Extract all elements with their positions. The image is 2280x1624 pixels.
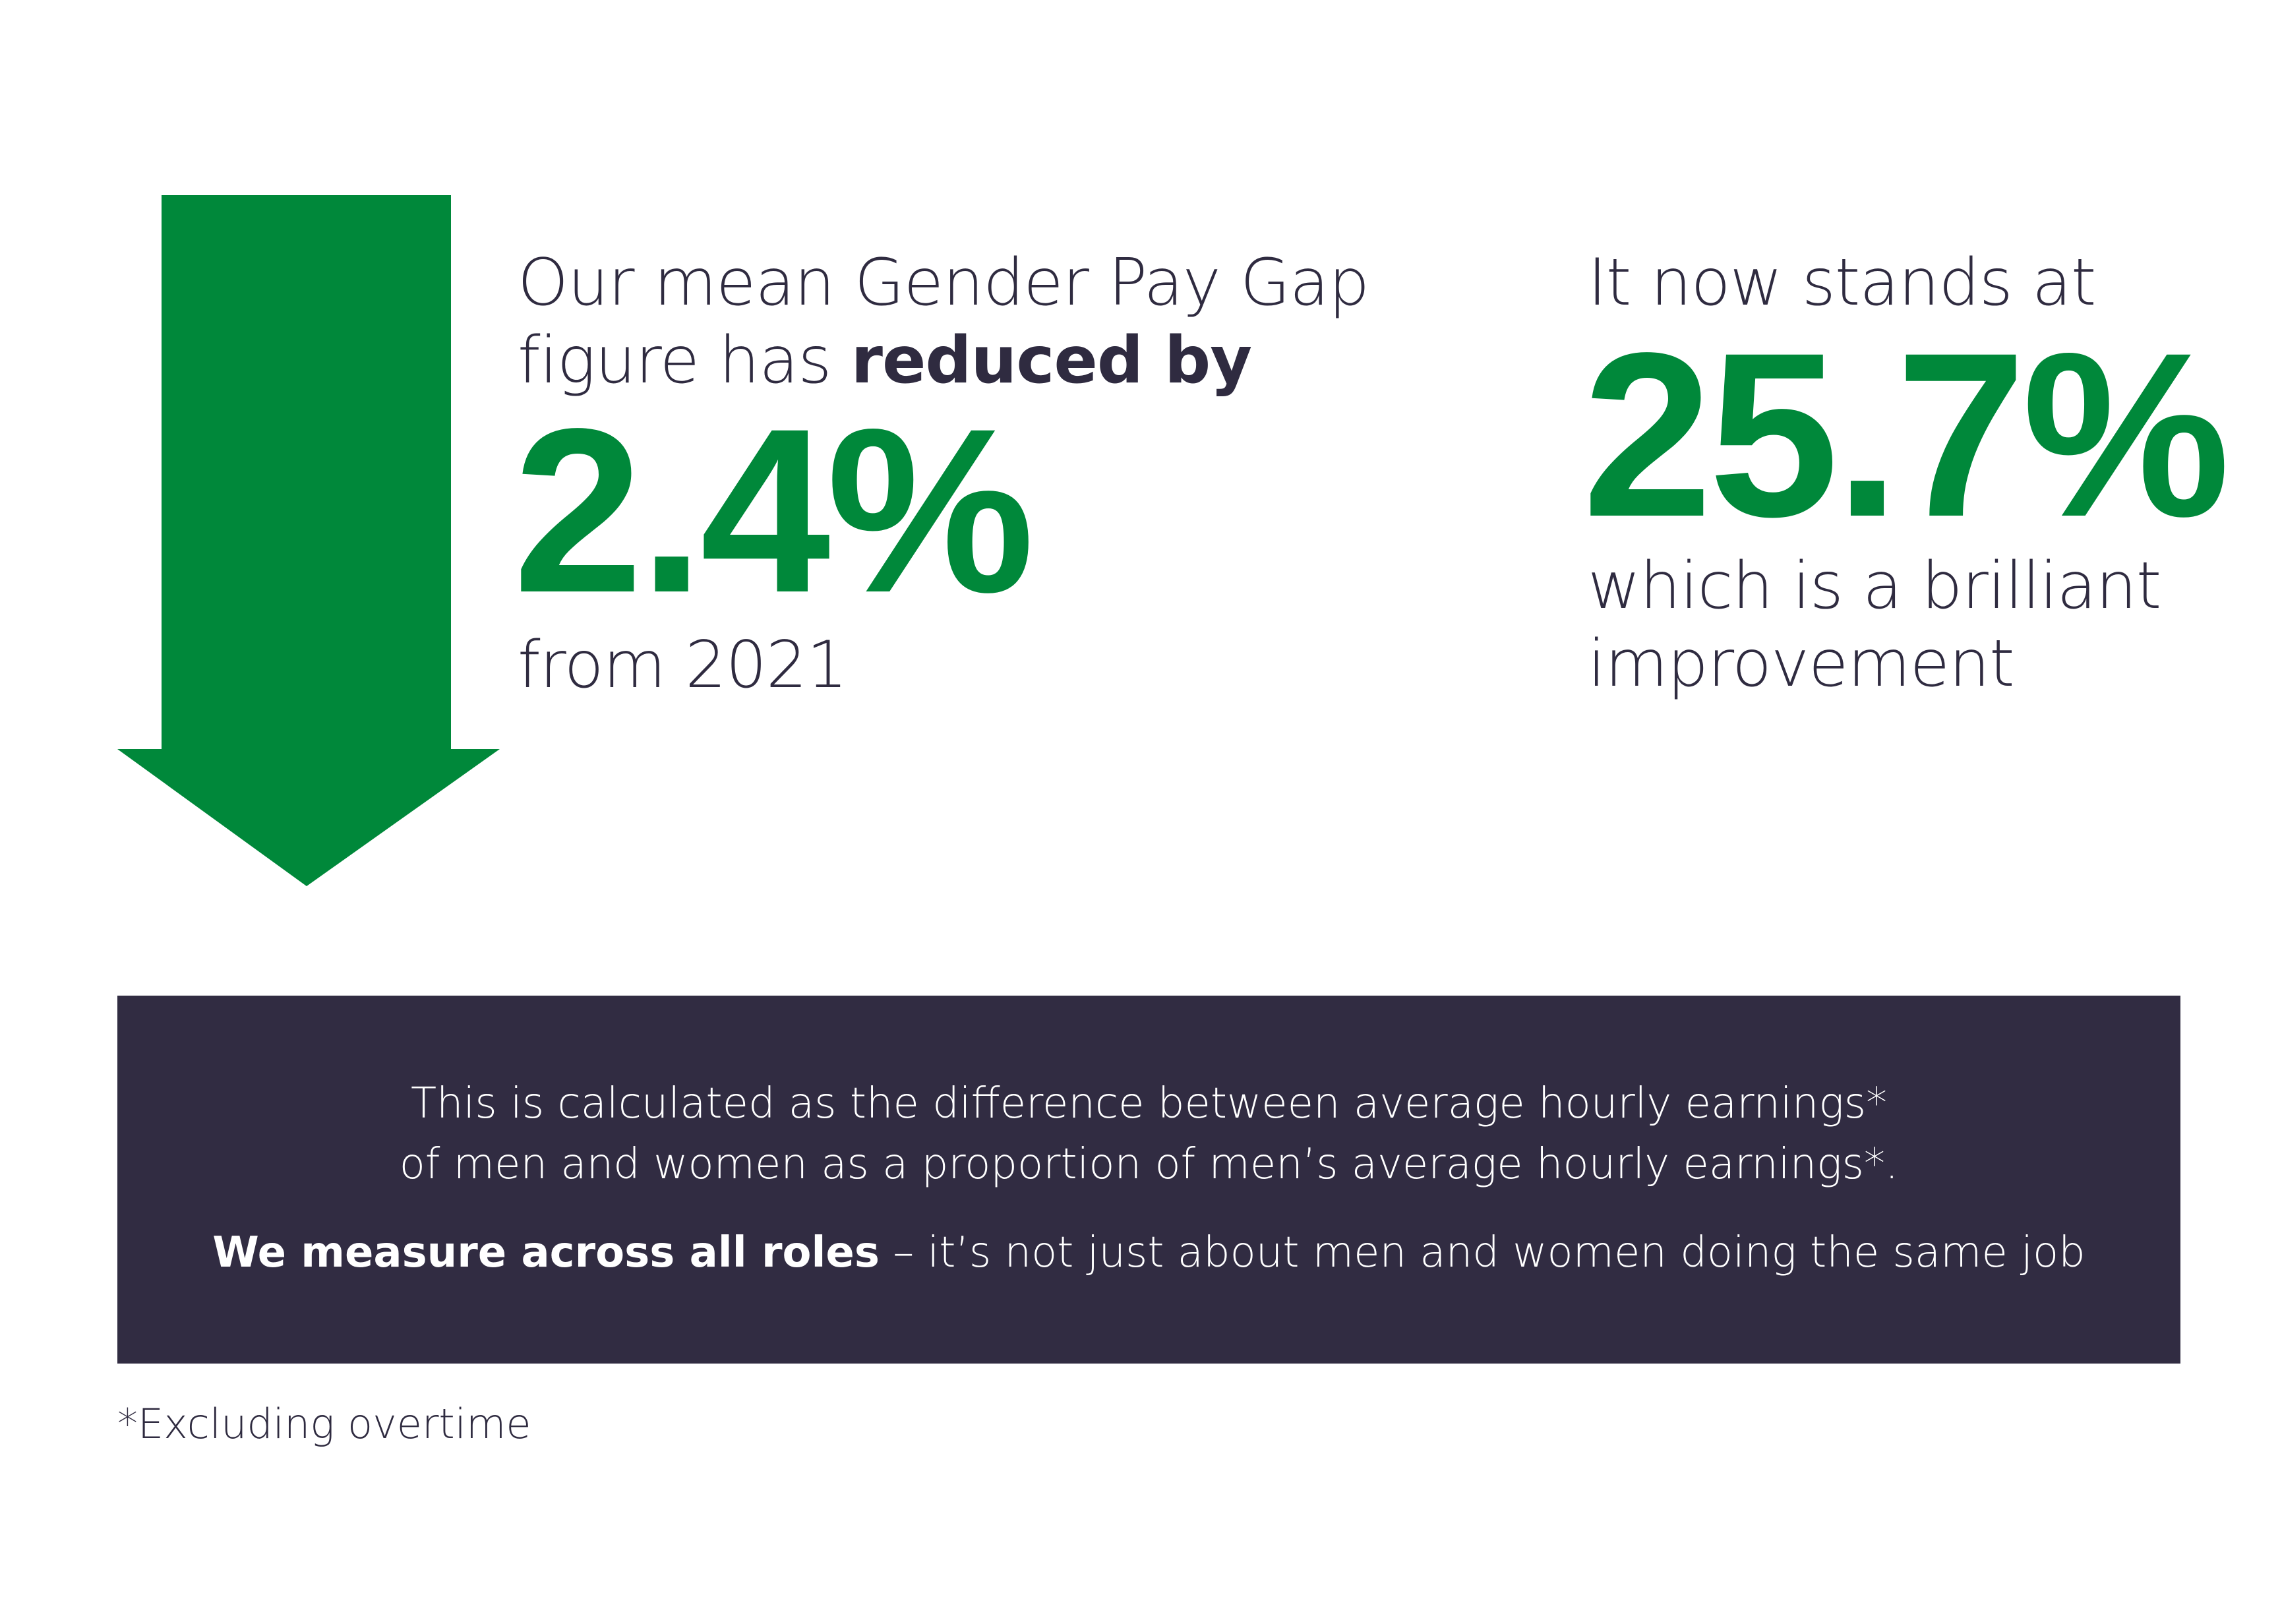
right-tail-line2: improvement (1588, 626, 2015, 702)
reduction-figure: 2.4% (513, 380, 1035, 642)
down-arrow-icon (117, 195, 500, 886)
right-tail-text: which is a brilliant improvement (1588, 547, 2161, 703)
left-tail-text: from 2021 (518, 628, 848, 703)
info-line-3-bold: We measure across all roles (212, 1228, 880, 1277)
footnote: *Excluding overtime (117, 1400, 531, 1448)
info-line-3: We measure across all roles – it’s not j… (117, 1222, 2180, 1283)
current-gap-figure: 25.7% (1582, 305, 2231, 566)
info-line-2: of men and women as a proportion of men’… (399, 1140, 1899, 1189)
info-box: This is calculated as the difference bet… (117, 996, 2180, 1364)
left-lead-line2-bold: reduced by (851, 323, 1253, 398)
right-tail-line1: which is a brilliant (1588, 549, 2161, 624)
left-lead-text: Our mean Gender Pay Gap figure has reduc… (518, 244, 1369, 400)
left-lead-line1: Our mean Gender Pay Gap (518, 245, 1369, 320)
left-lead-line2-prefix: figure has (518, 323, 851, 398)
info-line-1: This is calculated as the difference bet… (410, 1079, 1888, 1128)
left-lead-line2: figure has reduced by (518, 322, 1369, 400)
right-lead-text: It now stands at (1588, 245, 2096, 320)
info-line-3-rest: – it’s not just about men and women doin… (879, 1228, 2085, 1277)
